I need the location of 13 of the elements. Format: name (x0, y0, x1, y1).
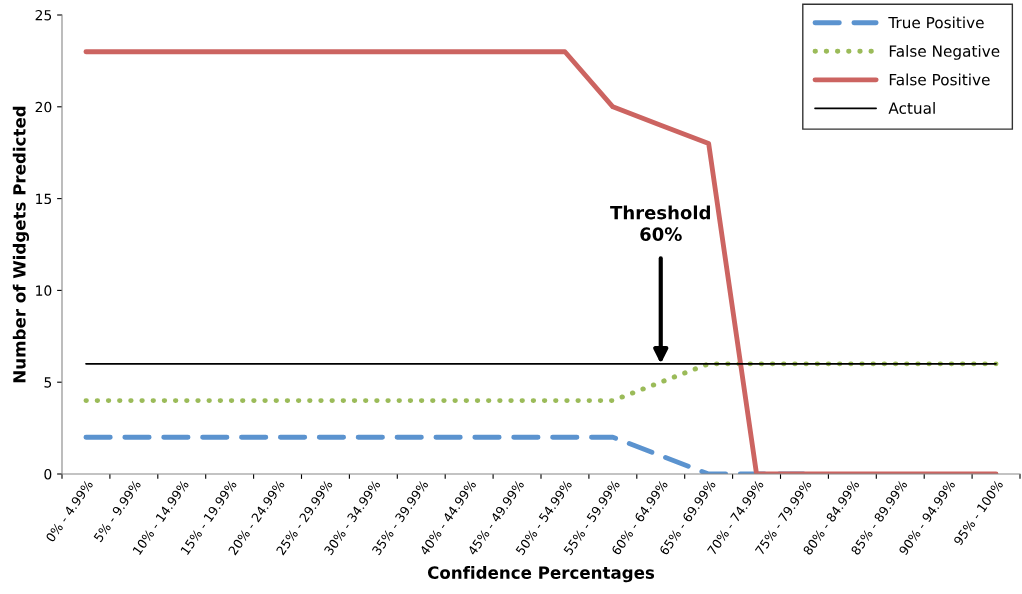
legend-label: True Positive (888, 16, 984, 29)
legend-label: Actual (888, 102, 935, 114)
x-axis-title: Confidence Percentages (427, 566, 655, 583)
legend-label: False Negative (889, 45, 1000, 60)
annotation: Threshold 60% (610, 205, 710, 241)
y-tick-label: 0 (44, 468, 52, 480)
y-tick-label: 15 (36, 193, 52, 205)
y-axis-title: Number of Widgets Predicted (12, 106, 30, 383)
y-tick-label: 5 (44, 377, 52, 388)
y-tick-label: 20 (35, 101, 52, 113)
y-tick-label: 25 (35, 9, 52, 21)
legend-label: False Positive (889, 73, 990, 86)
y-tick-label: 10 (36, 285, 52, 296)
